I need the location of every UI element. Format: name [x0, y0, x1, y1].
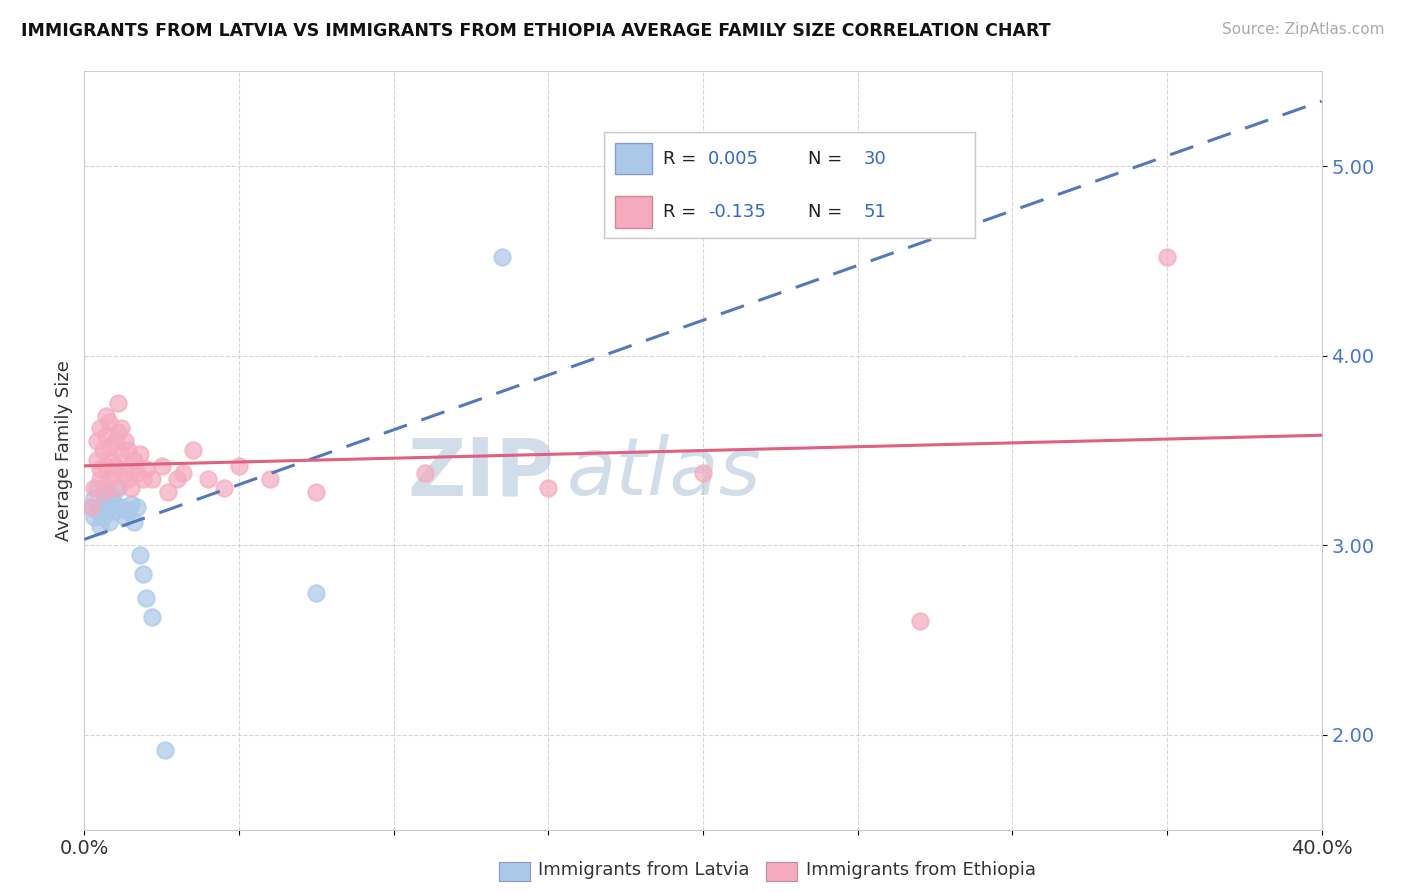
Point	[104, 504, 127, 518]
Point	[692, 467, 714, 481]
Point	[101, 491, 124, 505]
Point	[132, 472, 155, 486]
Point	[537, 482, 560, 496]
Point	[117, 443, 139, 458]
Point	[110, 447, 132, 461]
Point	[86, 482, 108, 496]
Text: atlas: atlas	[567, 434, 762, 512]
Point	[83, 509, 105, 524]
Point	[98, 440, 121, 454]
Point	[91, 485, 114, 500]
Point	[129, 548, 152, 562]
Point	[86, 504, 108, 518]
Point	[212, 482, 235, 496]
Point	[1156, 250, 1178, 264]
Point	[908, 614, 931, 628]
Point	[135, 591, 157, 606]
Text: ZIP: ZIP	[408, 434, 554, 512]
Point	[305, 585, 328, 599]
Point	[117, 504, 139, 518]
Point	[107, 482, 129, 496]
Text: IMMIGRANTS FROM LATVIA VS IMMIGRANTS FROM ETHIOPIA AVERAGE FAMILY SIZE CORRELATI: IMMIGRANTS FROM LATVIA VS IMMIGRANTS FRO…	[21, 22, 1050, 40]
Point	[94, 409, 117, 424]
Point	[110, 500, 132, 515]
Point	[94, 458, 117, 473]
Point	[83, 491, 105, 505]
Point	[107, 425, 129, 439]
Point	[107, 396, 129, 410]
Point	[197, 472, 219, 486]
Point	[104, 434, 127, 448]
Point	[86, 453, 108, 467]
Point	[122, 453, 145, 467]
Point	[98, 472, 121, 486]
Point	[104, 496, 127, 510]
Point	[83, 482, 105, 496]
Point	[117, 472, 139, 486]
Point	[98, 415, 121, 429]
Y-axis label: Average Family Size: Average Family Size	[55, 360, 73, 541]
Point	[86, 434, 108, 448]
Point	[89, 462, 111, 476]
Point	[110, 421, 132, 435]
Point	[98, 516, 121, 530]
Point	[89, 472, 111, 486]
Point	[166, 472, 188, 486]
Point	[141, 472, 163, 486]
Point	[125, 467, 148, 481]
Point	[129, 447, 152, 461]
Point	[114, 467, 136, 481]
Point	[135, 462, 157, 476]
Point	[153, 743, 176, 757]
Point	[91, 496, 114, 510]
Point	[120, 496, 142, 510]
Point	[89, 421, 111, 435]
Point	[89, 500, 111, 515]
Point	[101, 467, 124, 481]
Point	[413, 467, 436, 481]
Point	[141, 610, 163, 624]
Point	[120, 458, 142, 473]
Point	[120, 482, 142, 496]
Point	[104, 482, 127, 496]
Point	[114, 509, 136, 524]
Point	[89, 519, 111, 533]
Point	[94, 504, 117, 518]
Point	[259, 472, 281, 486]
Point	[79, 500, 101, 515]
Text: Immigrants from Ethiopia: Immigrants from Ethiopia	[806, 861, 1036, 879]
Point	[491, 250, 513, 264]
Point	[79, 500, 101, 515]
Point	[122, 516, 145, 530]
Point	[181, 443, 204, 458]
Point	[98, 500, 121, 515]
Point	[156, 485, 179, 500]
Point	[132, 566, 155, 581]
Point	[228, 458, 250, 473]
Point	[94, 428, 117, 442]
Point	[94, 485, 117, 500]
Point	[172, 467, 194, 481]
Point	[91, 509, 114, 524]
Point	[101, 453, 124, 467]
Point	[91, 443, 114, 458]
Point	[104, 458, 127, 473]
Text: Source: ZipAtlas.com: Source: ZipAtlas.com	[1222, 22, 1385, 37]
Point	[150, 458, 173, 473]
Point	[114, 434, 136, 448]
Point	[125, 500, 148, 515]
Text: Immigrants from Latvia: Immigrants from Latvia	[538, 861, 749, 879]
Point	[305, 485, 328, 500]
